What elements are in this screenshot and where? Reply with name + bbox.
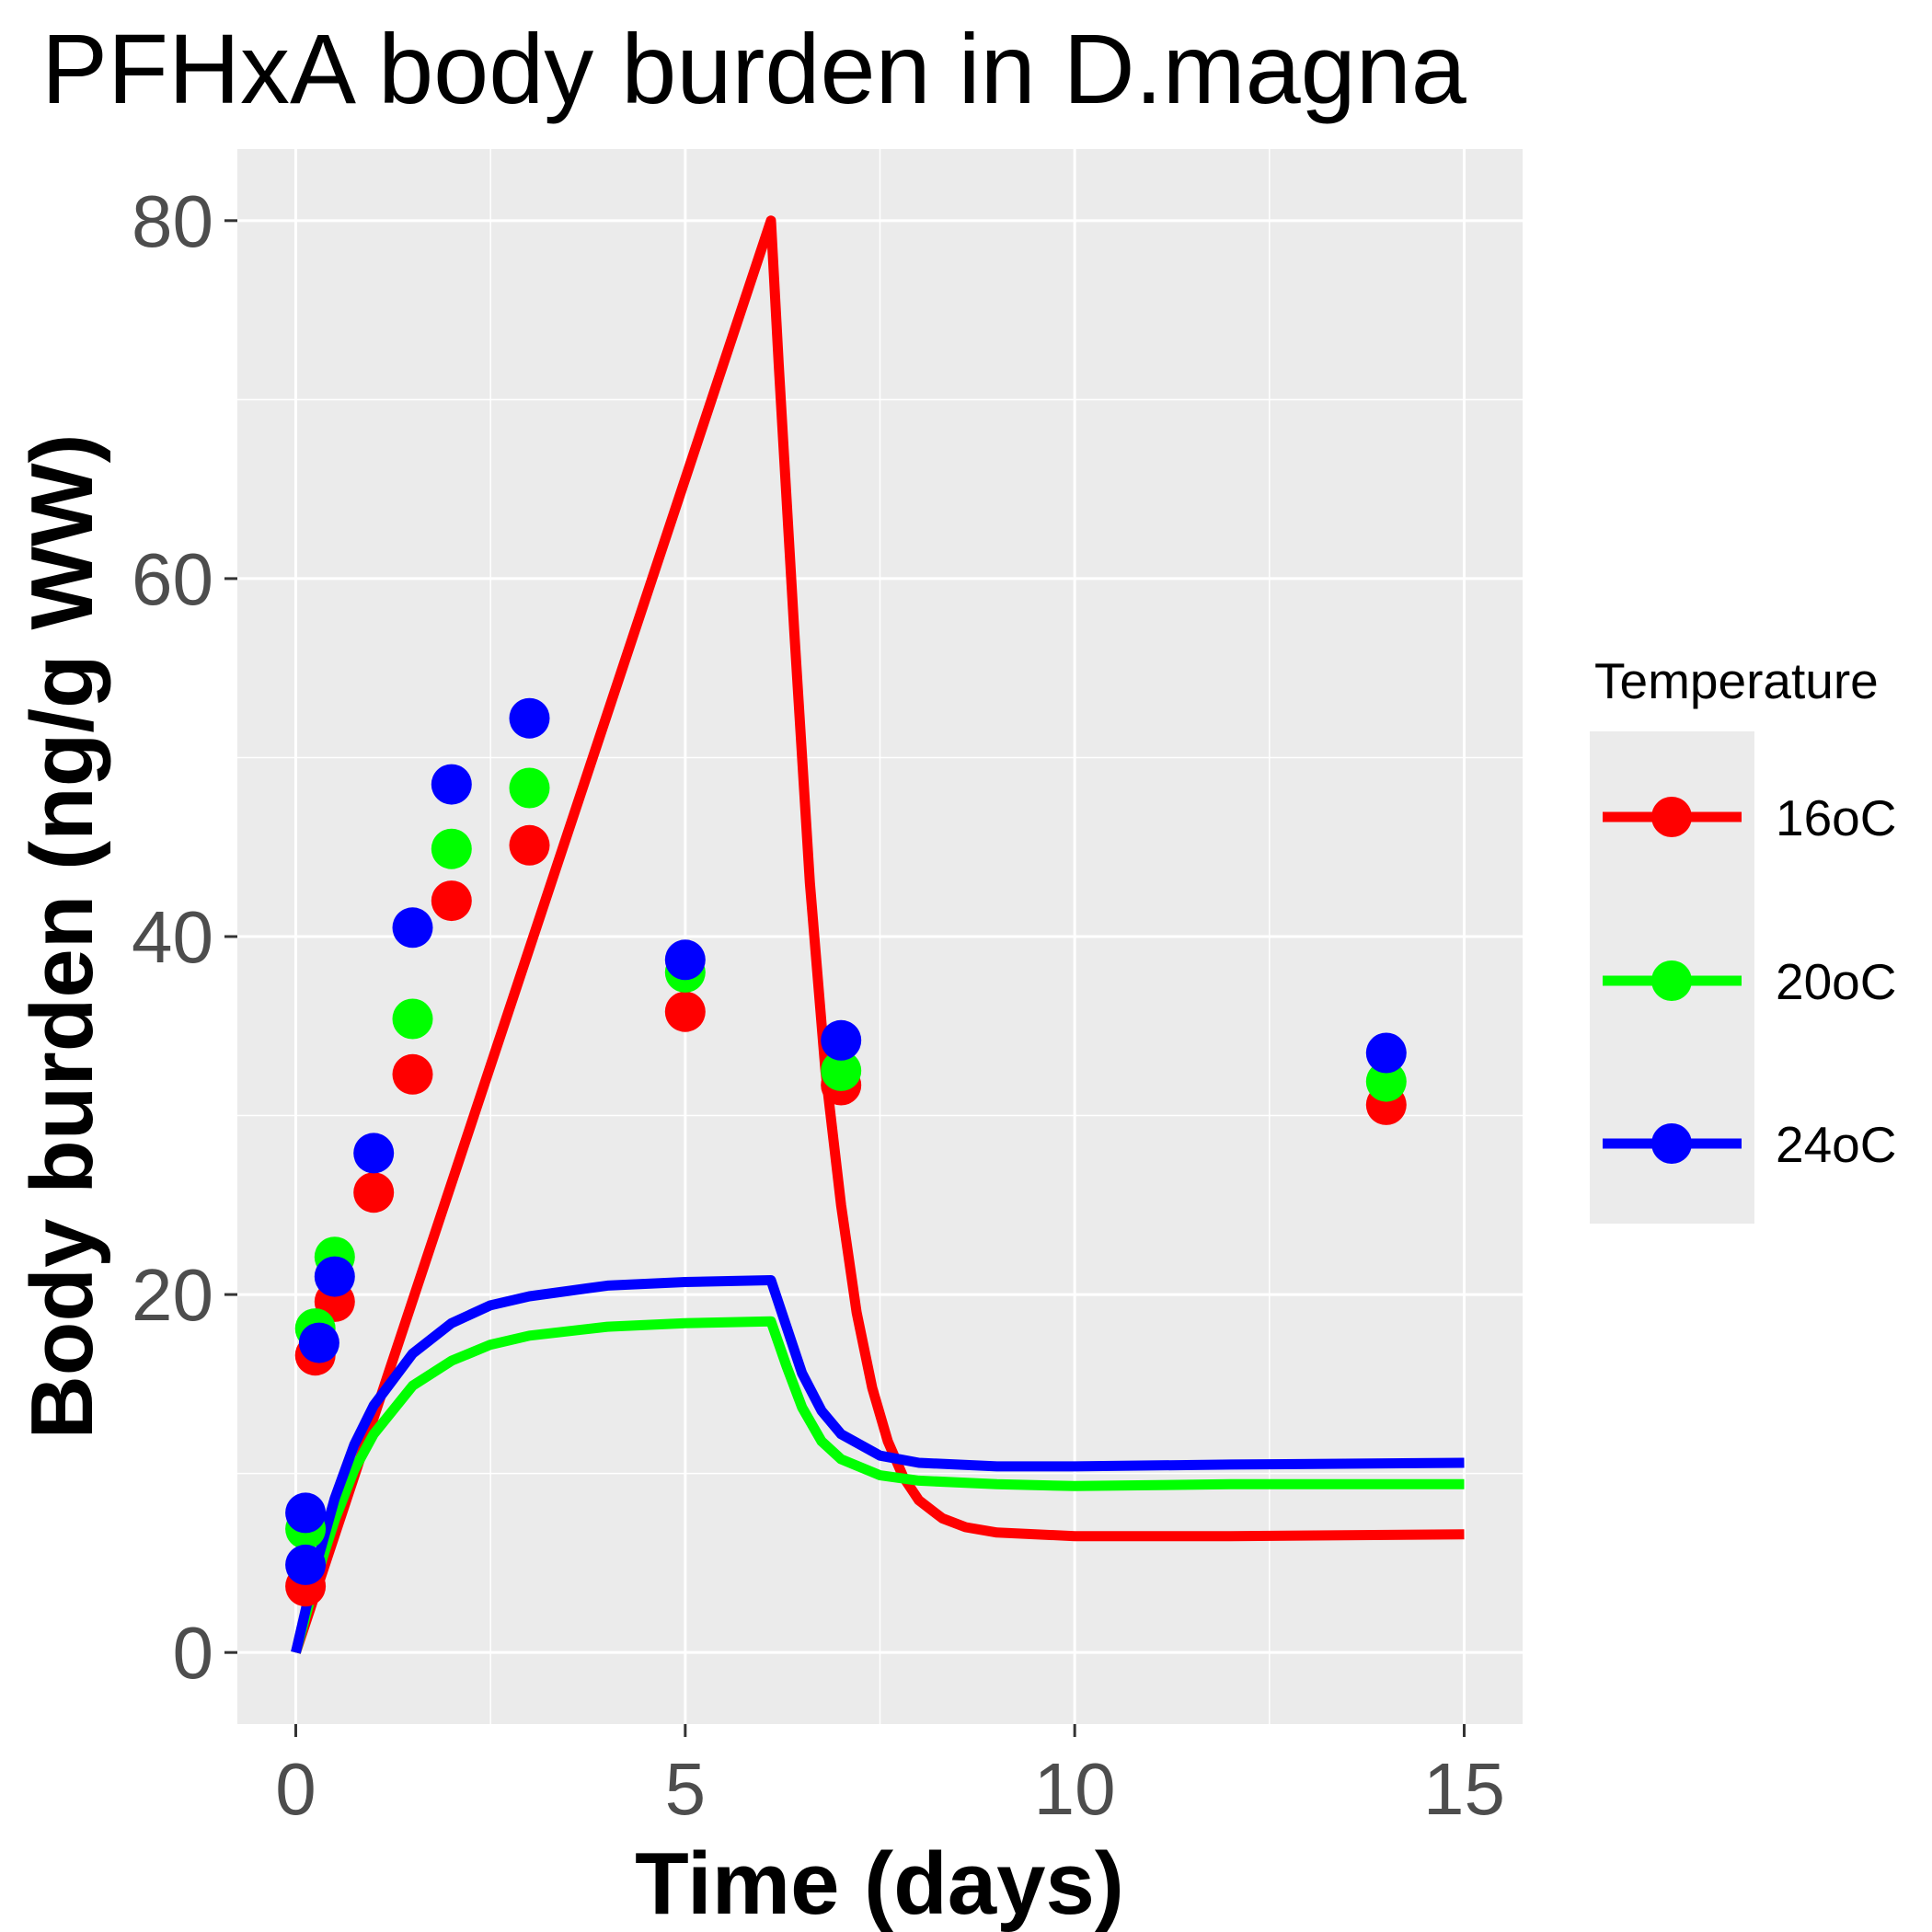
- legend-title: Temperature: [1594, 652, 1879, 709]
- data-point-24oC: [298, 1322, 339, 1363]
- series-line-24oC: [291, 1275, 1465, 1654]
- legend-key-point-20oC: [1651, 960, 1692, 1001]
- data-point-24oC: [353, 1133, 395, 1174]
- data-point-20oC: [1365, 1061, 1407, 1102]
- fitted-lines: [291, 215, 1465, 1654]
- data-point-24oC: [314, 1256, 355, 1297]
- data-point-16oC: [509, 824, 550, 866]
- series-line-16oC: [291, 215, 1465, 1654]
- y-tick-label: 0: [173, 1612, 214, 1694]
- x-tick-label: 10: [1034, 1748, 1116, 1830]
- data-point-24oC: [1365, 1032, 1407, 1074]
- legend-label-20oC: 20oC: [1776, 953, 1896, 1010]
- x-axis-title: Time (days): [635, 1834, 1124, 1932]
- x-tick-label: 15: [1423, 1748, 1505, 1830]
- series-line-20oC: [291, 1316, 1465, 1654]
- data-point-24oC: [509, 697, 550, 739]
- data-point-24oC: [821, 1019, 862, 1061]
- data-point-24oC: [285, 1492, 327, 1534]
- observed-points: [285, 697, 1407, 1607]
- data-point-24oC: [664, 939, 706, 981]
- legend-items: 16oC 20oC 24oC: [1603, 789, 1896, 1173]
- x-axis: 0 5 10 15: [275, 1724, 1505, 1830]
- x-tick-label: 5: [665, 1748, 707, 1830]
- legend-label-24oC: 24oC: [1776, 1116, 1896, 1173]
- data-point-20oC: [431, 828, 472, 869]
- data-point-16oC: [392, 1053, 433, 1095]
- data-point-20oC: [509, 767, 550, 809]
- y-axis: 0 20 40 60 80: [132, 180, 237, 1694]
- legend-key-point-16oC: [1651, 797, 1692, 837]
- data-point-20oC: [392, 998, 433, 1040]
- chart-title: PFHxA body burden in D.magna: [41, 13, 1467, 124]
- y-tick-label: 40: [132, 896, 213, 978]
- data-point-16oC: [353, 1172, 395, 1213]
- data-point-24oC: [431, 764, 472, 805]
- y-tick-label: 80: [132, 180, 213, 262]
- y-tick-label: 60: [132, 538, 213, 620]
- y-axis-title: Body burden (ng/g WW): [13, 433, 111, 1439]
- data-point-20oC: [821, 1050, 862, 1091]
- data-point-16oC: [431, 880, 472, 922]
- data-point-24oC: [392, 907, 433, 949]
- x-tick-label: 0: [275, 1748, 316, 1830]
- y-tick-label: 20: [132, 1254, 213, 1336]
- legend-label-16oC: 16oC: [1776, 789, 1896, 846]
- data-point-16oC: [664, 991, 706, 1032]
- legend-key-point-24oC: [1651, 1123, 1692, 1164]
- legend: Temperature 16oC 20oC 24oC: [1590, 652, 1896, 1224]
- data-point-24oC: [285, 1544, 327, 1585]
